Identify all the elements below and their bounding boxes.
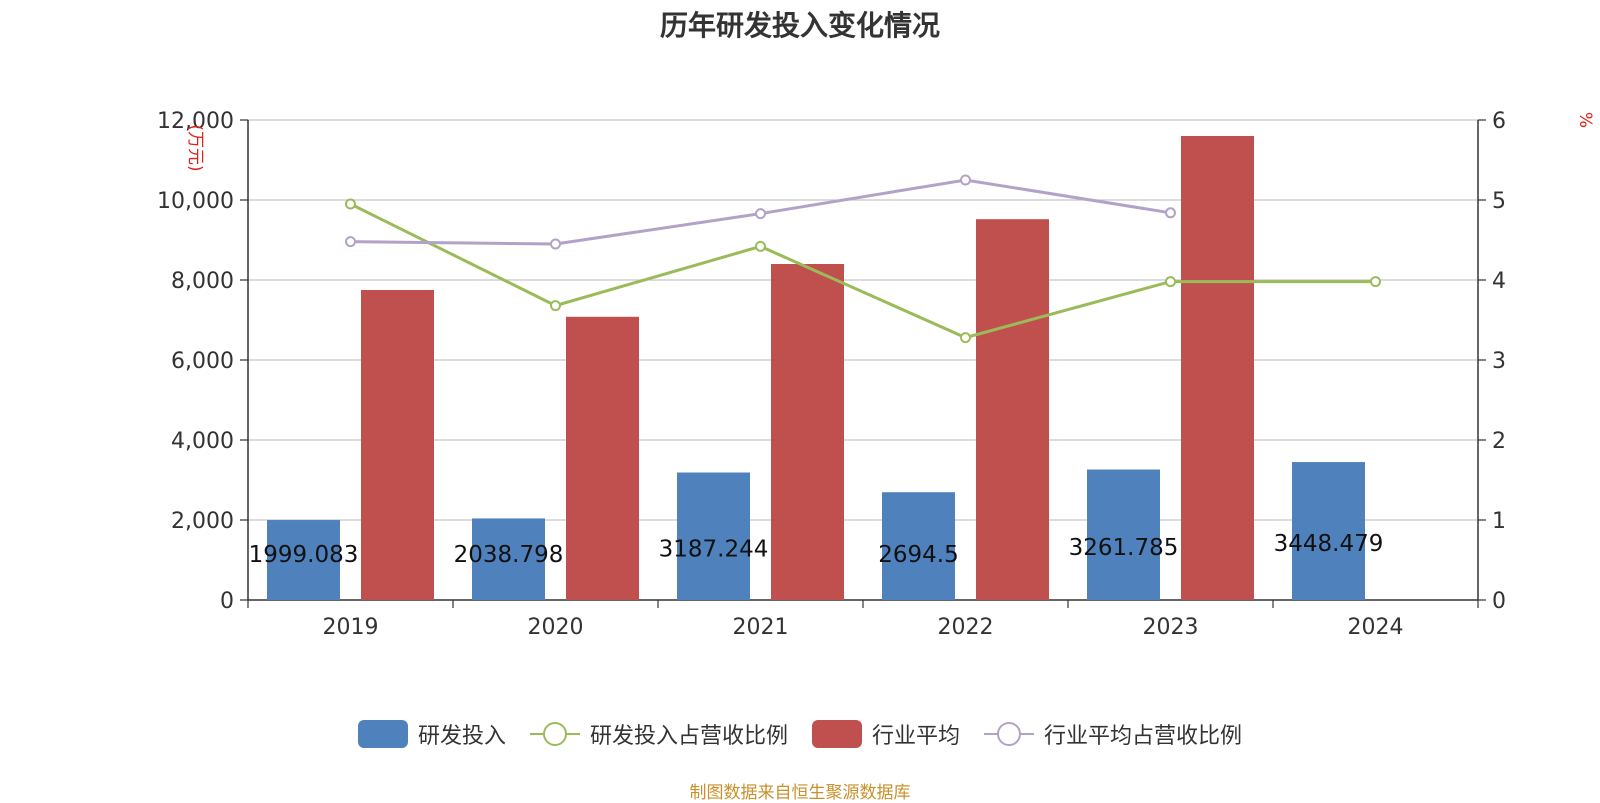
line-point — [960, 174, 971, 186]
bar — [677, 472, 750, 600]
legend: 研发投入 研发投入占营收比例 行业平均 行业平均占营收比例 — [0, 718, 1600, 750]
y-right-tick-label: 3 — [1492, 349, 1506, 374]
legend-item-rd-investment[interactable]: 研发投入 — [357, 718, 506, 750]
bar — [771, 264, 844, 600]
y-left-tick-label: 8,000 — [171, 269, 234, 294]
y-left-tick-label: 4,000 — [171, 429, 234, 454]
line-point — [345, 236, 356, 248]
legend-swatch-industry-average — [812, 720, 862, 748]
legend-swatch-rd-investment — [357, 720, 408, 748]
line-point — [1165, 207, 1176, 219]
y-right-tick-label: 2 — [1492, 429, 1506, 454]
y-left-tick-label: 10,000 — [157, 189, 234, 214]
legend-label-rd-investment: 研发投入 — [417, 724, 506, 749]
y-left-tick-label: 2,000 — [171, 509, 234, 534]
x-tick-label: 2024 — [1348, 615, 1404, 640]
y-left-tick-label: 0 — [220, 589, 234, 614]
bar — [1181, 136, 1254, 600]
bar — [267, 520, 340, 600]
chart-title: 历年研发投入变化情况 — [659, 9, 940, 42]
line-point — [1370, 276, 1381, 288]
bar-data-label: 3448.479 — [1274, 531, 1384, 557]
bar-data-label: 2038.798 — [454, 542, 564, 568]
x-tick-label: 2019 — [323, 615, 379, 640]
x-tick-label: 2021 — [733, 615, 789, 640]
legend-item-rd-ratio[interactable]: 研发投入占营收比例 — [529, 718, 788, 750]
y-right-tick-label: 1 — [1492, 509, 1506, 534]
bar-data-label: 3187.244 — [659, 536, 769, 562]
line-point — [345, 198, 356, 210]
line-point — [960, 332, 971, 344]
bar — [566, 316, 639, 600]
bar — [361, 290, 434, 600]
line-point — [550, 238, 561, 250]
legend-swatch-rd-ratio — [529, 720, 580, 748]
legend-item-industry-average[interactable]: 行业平均 — [812, 718, 960, 750]
y-right-tick-label: 5 — [1492, 189, 1506, 214]
y-left-tick-label: 6,000 — [171, 349, 234, 374]
y-right-tick-label: 4 — [1492, 269, 1506, 294]
bar — [1087, 469, 1160, 600]
line-point — [755, 240, 766, 252]
bar — [472, 518, 545, 600]
x-tick-label: 2023 — [1143, 615, 1199, 640]
legend-label-rd-ratio: 研发投入占营收比例 — [589, 724, 788, 749]
y-right-unit-label: % — [1575, 112, 1595, 128]
bar-data-label: 3261.785 — [1069, 535, 1179, 561]
bar — [976, 219, 1049, 600]
bar — [882, 492, 955, 600]
legend-label-industry-ratio: 行业平均占营收比例 — [1044, 724, 1243, 749]
bar — [1292, 462, 1365, 600]
series-line — [349, 202, 1376, 340]
bar-data-label: 1999.083 — [249, 542, 359, 568]
legend-label-industry-average: 行业平均 — [872, 724, 961, 749]
bar-data-label: 2694.5 — [878, 542, 958, 568]
y-right-tick-label: 0 — [1492, 589, 1506, 614]
x-tick-label: 2022 — [938, 615, 994, 640]
y-right-tick-label: 6 — [1492, 109, 1506, 134]
x-tick-label: 2020 — [528, 615, 584, 640]
line-point — [1165, 276, 1176, 288]
legend-item-industry-ratio[interactable]: 行业平均占营收比例 — [984, 718, 1242, 750]
legend-swatch-industry-ratio — [984, 720, 1035, 748]
line-point — [550, 300, 561, 312]
source-note: 制图数据来自恒生聚源数据库 — [689, 783, 911, 803]
y-left-tick-label: 12,000 — [157, 109, 234, 134]
line-point — [755, 208, 766, 220]
y-left-unit-label: (万元) — [185, 124, 205, 171]
